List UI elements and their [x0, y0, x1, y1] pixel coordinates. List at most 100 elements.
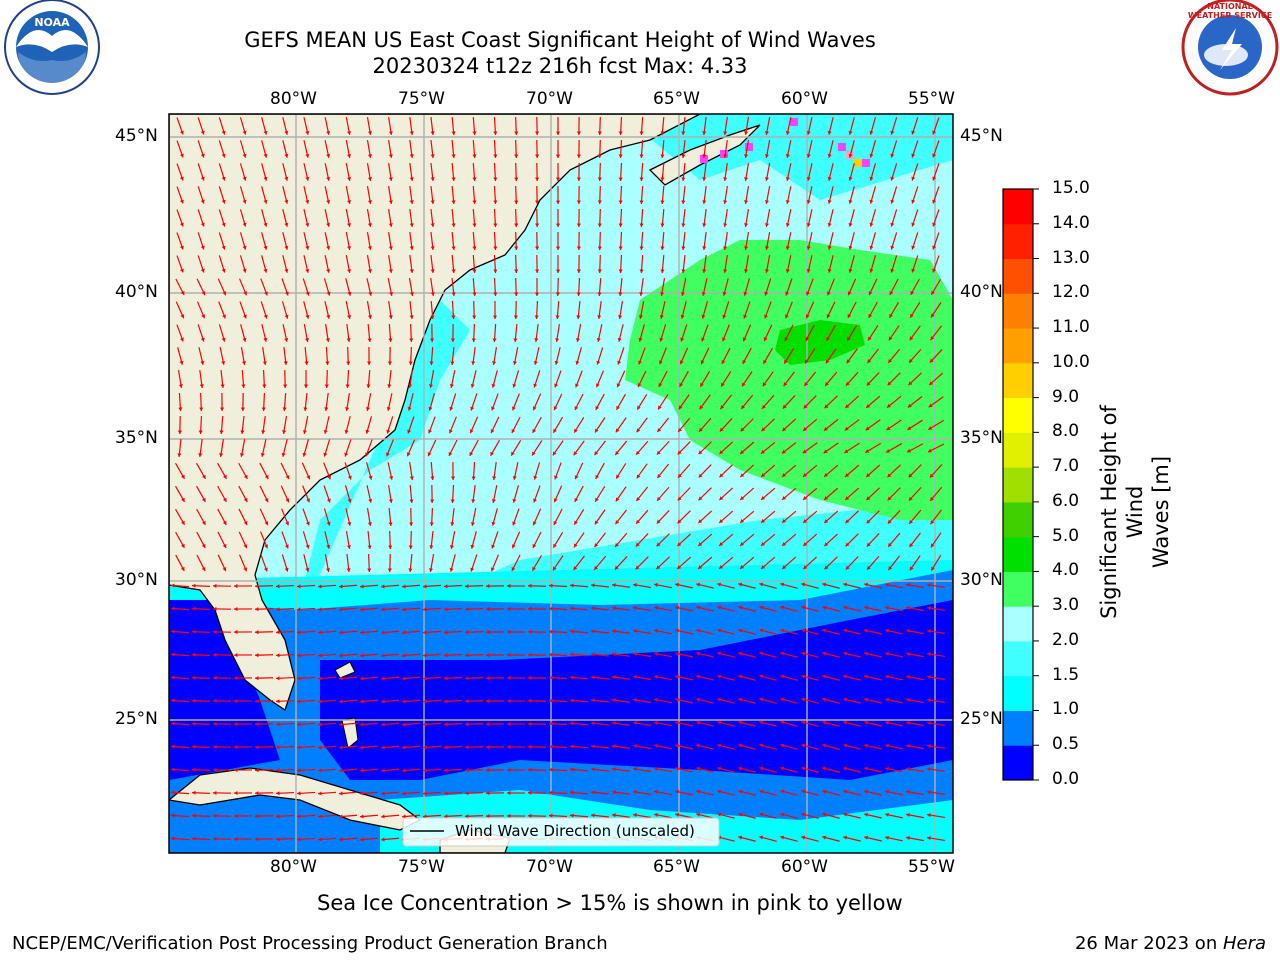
wind-wave-arrowhead: [759, 789, 764, 794]
wind-wave-arrowhead: [763, 359, 767, 364]
wind-wave-arrowhead: [803, 565, 808, 570]
wind-wave-arrowhead: [507, 744, 511, 750]
wind-wave-arrowhead: [744, 154, 749, 158]
wind-wave-arrowhead: [201, 567, 206, 572]
wind-wave-arrowhead: [780, 697, 785, 702]
wind-wave-arrowhead: [825, 359, 830, 364]
wind-wave-arrowhead: [927, 606, 931, 611]
wind-wave-arrowhead: [430, 154, 435, 158]
wind-wave-arrowhead: [865, 449, 870, 453]
wind-wave-arrowhead: [785, 177, 790, 181]
wind-wave-arrowhead: [907, 403, 912, 408]
wind-wave-arrowhead: [889, 291, 894, 296]
wind-wave-arrowhead: [450, 476, 456, 480]
wind-wave-arrowhead: [574, 475, 579, 480]
wind-wave-arrowhead: [486, 722, 490, 727]
wind-wave-arrowhead: [346, 568, 351, 572]
wind-wave-arrowhead: [618, 177, 623, 181]
colorbar-segment: [1003, 501, 1033, 538]
wind-wave-arrowhead: [326, 223, 331, 227]
wind-wave-arrowhead: [492, 315, 498, 319]
wind-wave-arrowhead: [570, 629, 574, 634]
wind-wave-arrowhead: [381, 699, 385, 704]
wind-wave-arrowhead: [759, 835, 764, 840]
wind-wave-arrowhead: [845, 565, 850, 570]
wind-wave-arrowhead: [864, 812, 869, 817]
wind-wave-arrowhead: [389, 476, 394, 480]
wind-wave-arrowhead: [532, 521, 537, 526]
wind-wave-arrowhead: [822, 789, 827, 794]
wind-wave-arrowhead: [869, 268, 874, 273]
wind-wave-arrowhead: [930, 543, 935, 548]
wind-wave-arrowhead: [702, 246, 707, 250]
wind-wave-arrowhead: [491, 499, 496, 503]
wind-wave-arrowhead: [555, 223, 561, 227]
wind-wave-arrowhead: [759, 605, 764, 610]
wind-wave-arrowhead: [281, 452, 286, 457]
wind-wave-arrowhead: [409, 154, 414, 158]
wind-wave-arrowhead: [702, 200, 707, 204]
wind-wave-arrowhead: [681, 269, 686, 273]
wind-wave-arrowhead: [367, 315, 372, 319]
wind-wave-arrowhead: [423, 630, 427, 635]
wind-wave-arrowhead: [360, 791, 364, 796]
wind-wave-arrowhead: [930, 520, 935, 525]
legend-box: [402, 817, 720, 847]
wind-wave-arrowhead: [702, 269, 707, 273]
wind-wave-arrowhead: [201, 520, 206, 525]
colorbar-frame: [1002, 188, 1034, 781]
wind-wave-arrowhead: [444, 722, 448, 727]
wind-wave-arrowhead: [738, 766, 743, 771]
wind-wave-arrowhead: [242, 153, 247, 158]
wind-wave-arrowhead: [409, 131, 414, 135]
wind-wave-arrowhead: [192, 629, 196, 634]
wind-wave-arrowhead: [222, 314, 226, 319]
wind-wave-arrowhead: [276, 814, 280, 819]
wind-wave-arrowhead: [864, 628, 869, 633]
wind-wave-arrowhead: [927, 448, 932, 453]
wind-wave-arrowhead: [723, 131, 728, 135]
wind-wave-arrowhead: [845, 542, 850, 547]
wind-wave-arrowhead: [618, 131, 623, 135]
wind-wave-arrowhead: [927, 629, 931, 634]
wind-wave-arrowhead: [681, 200, 686, 204]
wind-wave-arrowhead: [465, 607, 469, 612]
wind-wave-arrowhead: [402, 630, 406, 635]
wind-wave-arrowhead: [612, 813, 616, 818]
wind-wave-arrowhead: [780, 605, 785, 610]
wind-wave-arrowhead: [360, 814, 364, 819]
wind-wave-arrowhead: [471, 499, 476, 503]
wind-wave-arrowhead: [339, 722, 343, 727]
wind-wave-arrowhead: [719, 565, 724, 569]
wind-wave-arrowhead: [780, 720, 785, 725]
wind-wave-arrowhead: [242, 245, 247, 250]
wind-wave-arrowhead: [507, 652, 511, 658]
wind-wave-arrowhead: [803, 427, 808, 431]
wind-wave-arrowhead: [657, 474, 662, 479]
wind-wave-arrowhead: [885, 789, 889, 794]
wind-wave-arrowhead: [472, 177, 477, 181]
wind-wave-arrowhead: [430, 200, 435, 204]
lat-label-right-25n: 25°N: [960, 709, 1003, 729]
wind-wave-arrowhead: [192, 836, 196, 841]
wind-wave-arrowhead: [219, 453, 224, 457]
wind-wave-arrowhead: [386, 452, 390, 457]
wind-wave-arrowhead: [234, 652, 238, 658]
wind-wave-arrowhead: [493, 200, 498, 204]
wind-wave-arrowhead: [654, 766, 658, 771]
wind-wave-arrowhead: [801, 697, 806, 702]
wind-wave-arrowhead: [657, 496, 661, 501]
wind-wave-arrowhead: [700, 360, 705, 365]
wind-wave-arrowhead: [408, 384, 413, 388]
wind-wave-arrowhead: [409, 246, 414, 250]
wind-wave-arrowhead: [339, 630, 343, 635]
wind-wave-arrowhead: [658, 382, 663, 387]
wind-wave-arrowhead: [255, 630, 259, 635]
wind-wave-arrowhead: [759, 628, 764, 633]
wind-wave-arrowhead: [449, 567, 454, 572]
wind-wave-arrowhead: [845, 519, 850, 524]
wind-wave-arrowhead: [570, 767, 574, 772]
wind-wave-arrowhead: [717, 651, 722, 656]
wind-wave-arrowhead: [347, 200, 352, 204]
wind-wave-arrowhead: [305, 245, 310, 250]
